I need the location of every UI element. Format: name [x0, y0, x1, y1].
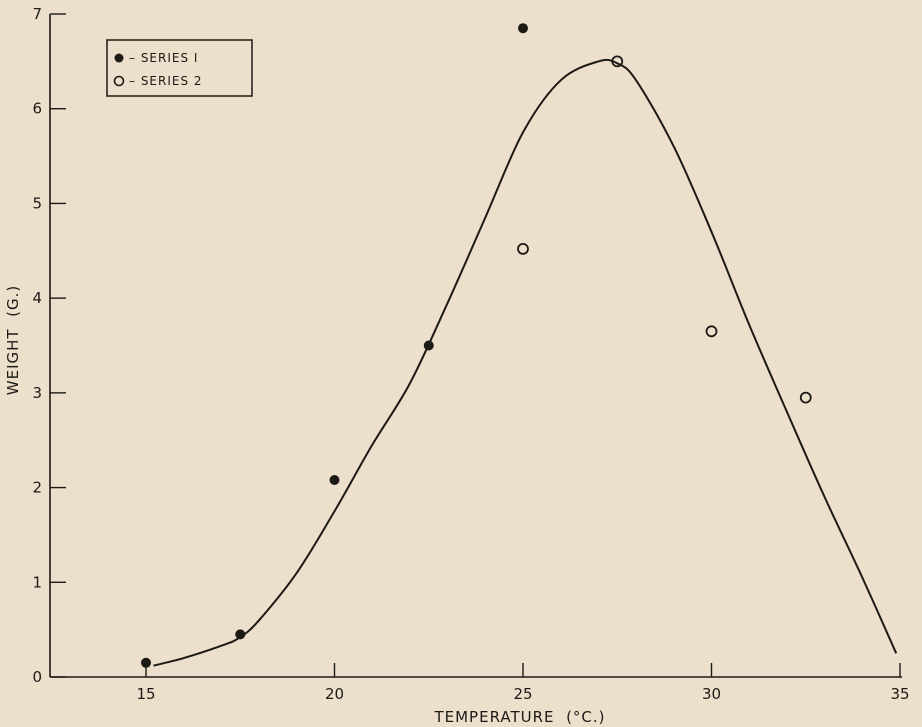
legend-marker-series-1 [114, 53, 124, 63]
y-tick-label: 0 [32, 668, 42, 686]
x-tick-label: 30 [702, 685, 721, 703]
fitted-curve-layer [153, 58, 898, 667]
series-1-point-1 [141, 657, 151, 668]
y-tick-label: 7 [32, 5, 42, 23]
series-2-point-4 [799, 391, 812, 404]
y-tick-label: 6 [32, 100, 42, 118]
legend-label-series-1: – SERIES I [129, 51, 198, 65]
series-2-point-2 [611, 55, 624, 68]
data-points-layer [141, 23, 812, 668]
legend-marker-series-2 [113, 75, 125, 87]
series-1-point-3 [329, 474, 340, 485]
legend-label-series-2: – SERIES 2 [129, 74, 203, 88]
series-2-point-1 [517, 242, 529, 255]
series-2-point-3 [705, 325, 718, 338]
axes: 0 1 2 3 4 5 6 7 15 20 25 30 35 [32, 5, 909, 703]
y-tick-label: 5 [32, 194, 42, 212]
y-tick-label: 1 [32, 573, 42, 591]
x-tick-label: 25 [513, 685, 532, 703]
legend-box [106, 39, 253, 97]
series-1-point-4 [423, 340, 434, 351]
x-tick-label: 15 [136, 685, 155, 703]
series-1-point-5 [518, 23, 528, 34]
x-tick-label: 35 [890, 685, 909, 703]
y-tick-label: 4 [32, 289, 42, 307]
y-tick-label: 3 [32, 384, 42, 402]
y-axis-title: WEIGHT (G.) [4, 285, 22, 395]
y-tick-label: 2 [32, 479, 42, 497]
x-axis-title: TEMPERATURE (°C.) [433, 708, 605, 726]
x-tick-label: 20 [325, 685, 344, 703]
fitted-curve [153, 58, 898, 667]
legend: – SERIES I – SERIES 2 [106, 39, 253, 97]
series-1-point-2 [235, 629, 246, 640]
